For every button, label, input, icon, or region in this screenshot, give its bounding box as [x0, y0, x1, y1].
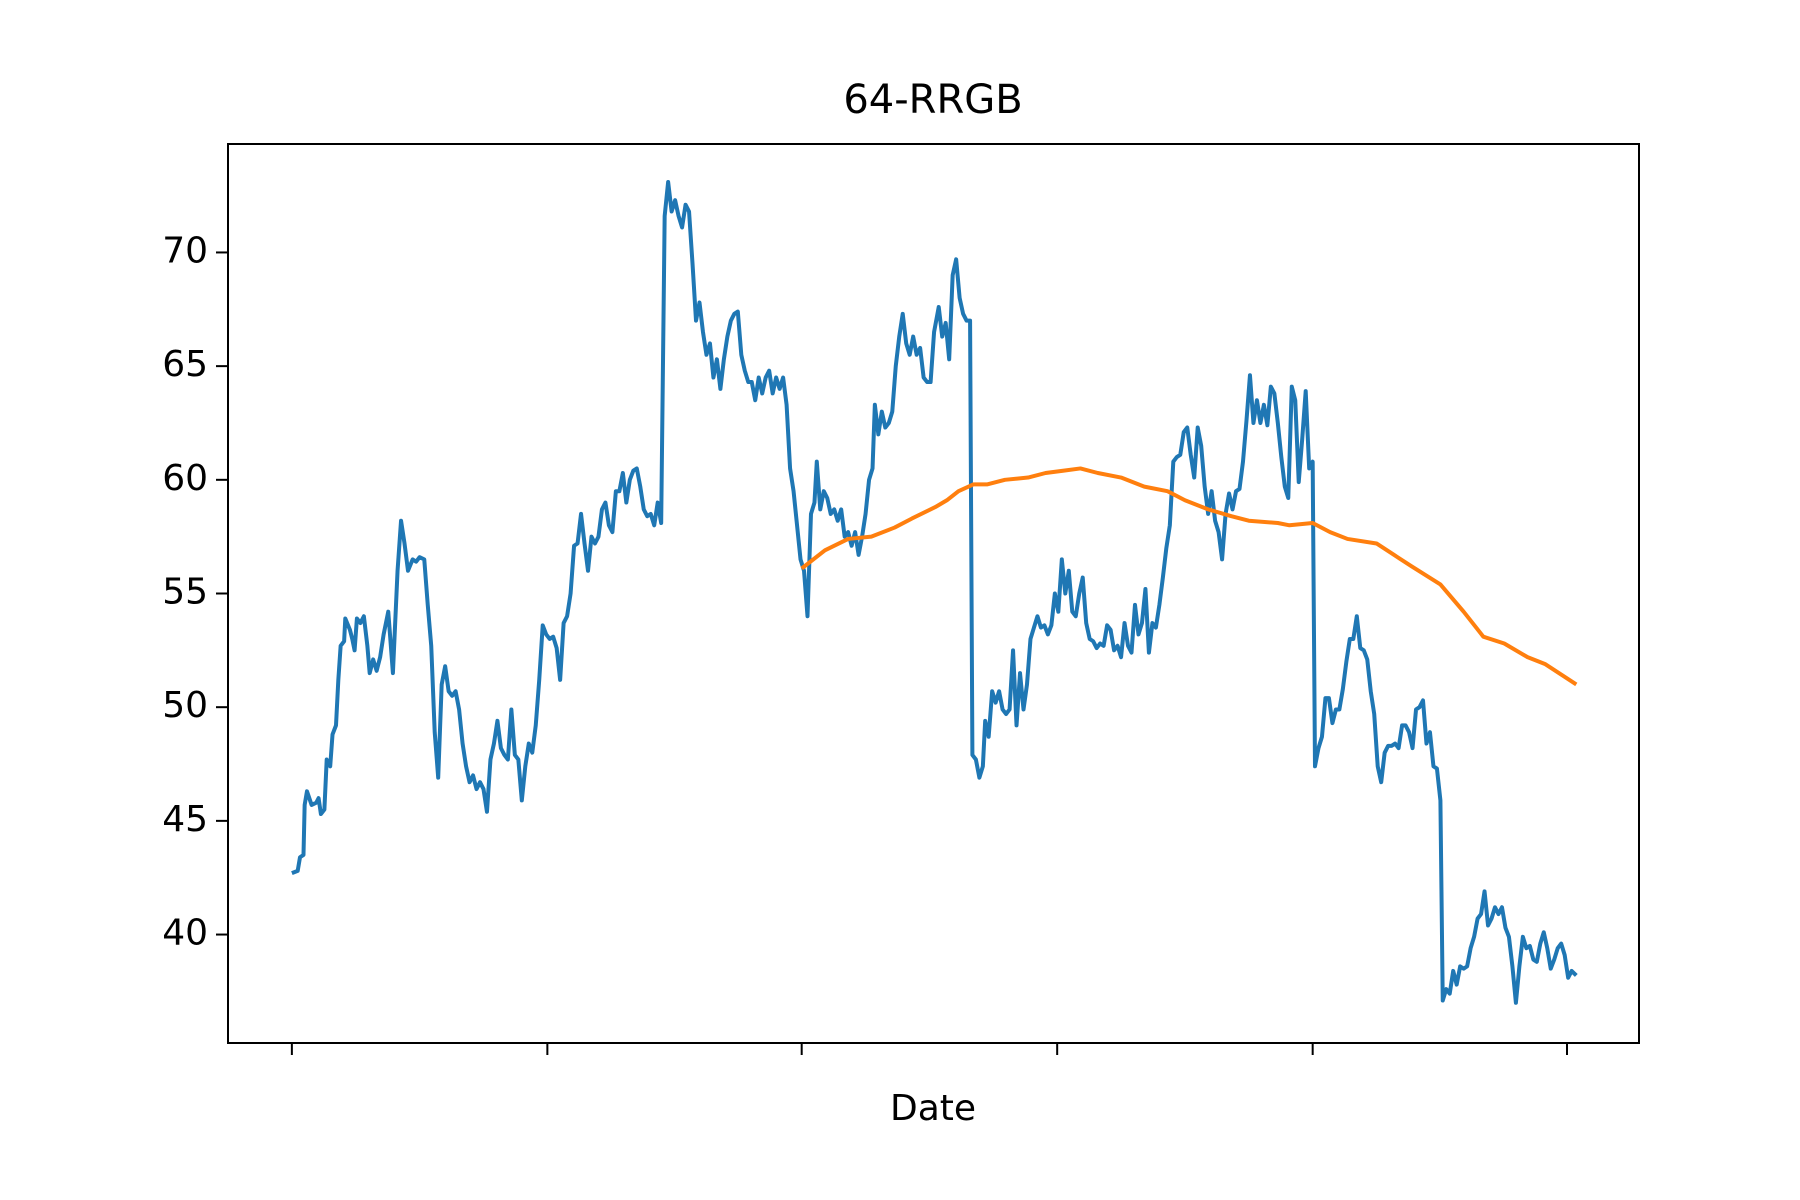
line-series	[291, 179, 1578, 1005]
x-axis-label: Date	[890, 1088, 976, 1129]
plot-frame	[227, 143, 1640, 1044]
y-tick-label: 65	[162, 344, 208, 385]
line-series	[800, 466, 1578, 687]
y-tick-label: 50	[162, 685, 208, 726]
y-tick-label: 70	[162, 230, 208, 271]
y-tick-label: 60	[162, 458, 208, 499]
y-tick-label: 40	[162, 913, 208, 954]
y-tick-label: 45	[162, 799, 208, 840]
y-tick-label: 55	[162, 572, 208, 613]
chart-title: 64-RRGB	[843, 77, 1022, 123]
